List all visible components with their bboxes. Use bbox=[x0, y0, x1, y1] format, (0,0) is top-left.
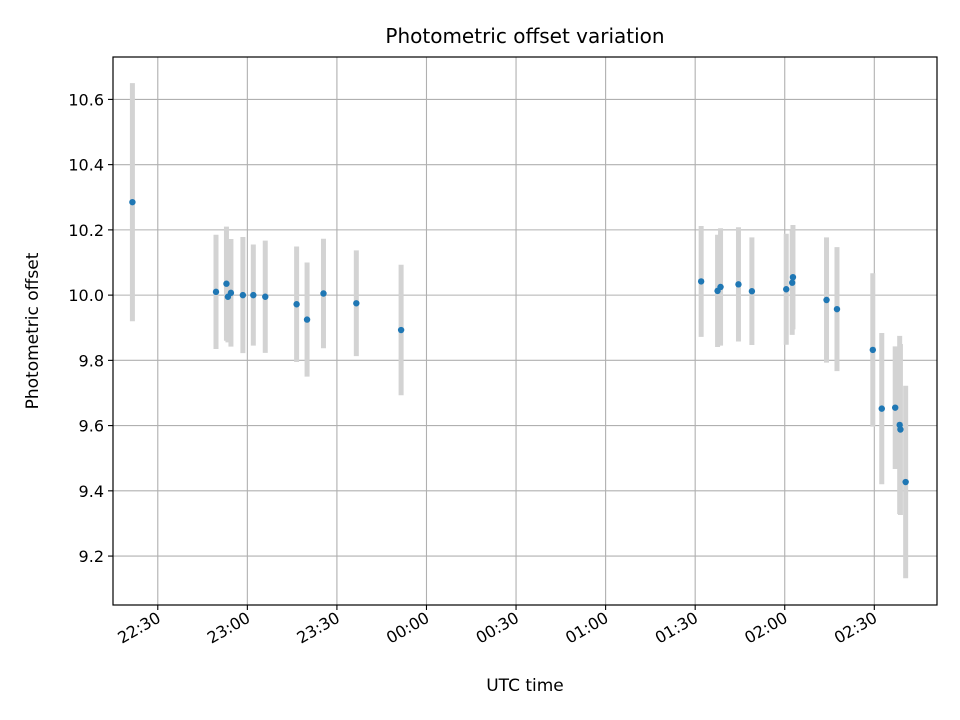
grid-lines bbox=[113, 57, 937, 605]
data-point bbox=[129, 198, 136, 206]
data-point bbox=[239, 291, 247, 299]
data-point bbox=[823, 296, 830, 304]
data-point bbox=[212, 288, 220, 296]
data-point bbox=[320, 290, 327, 297]
data-point bbox=[397, 326, 405, 334]
data-point bbox=[227, 289, 235, 297]
data-point bbox=[833, 305, 841, 313]
y-tick-label: 10.4 bbox=[68, 156, 104, 175]
data-point bbox=[748, 288, 756, 295]
y-axis-ticks: 9.2 9.4 9.6 9.8 10.0 10.2 10.4 10.6 bbox=[68, 90, 113, 566]
data-point bbox=[293, 301, 300, 308]
data-point bbox=[789, 279, 796, 286]
data-point bbox=[789, 273, 797, 281]
y-tick-label: 9.8 bbox=[79, 351, 104, 370]
y-tick-label: 9.4 bbox=[79, 482, 104, 501]
data-point bbox=[892, 404, 899, 411]
y-tick-label: 9.2 bbox=[79, 547, 104, 566]
data-point bbox=[783, 286, 790, 293]
data-point bbox=[223, 280, 230, 287]
data-point bbox=[717, 283, 724, 291]
data-point bbox=[902, 478, 909, 486]
data-point bbox=[897, 426, 904, 433]
y-tick-label: 10.6 bbox=[68, 90, 104, 109]
plot-frame bbox=[112, 56, 938, 606]
data-point bbox=[869, 346, 877, 354]
x-axis-label: UTC time bbox=[486, 676, 564, 696]
data-point bbox=[303, 316, 311, 323]
data-point bbox=[735, 281, 742, 288]
data-point bbox=[353, 300, 360, 307]
y-tick-label: 10.2 bbox=[68, 221, 104, 240]
y-axis-label: Photometric offset bbox=[23, 252, 43, 409]
y-tick-label: 10.0 bbox=[68, 286, 104, 305]
data-points bbox=[129, 198, 909, 486]
chart-title: Photometric offset variation bbox=[385, 24, 664, 48]
data-point bbox=[878, 405, 885, 412]
data-point bbox=[250, 291, 257, 299]
data-point bbox=[262, 293, 269, 300]
data-point bbox=[697, 278, 705, 285]
y-tick-label: 9.6 bbox=[79, 417, 104, 436]
